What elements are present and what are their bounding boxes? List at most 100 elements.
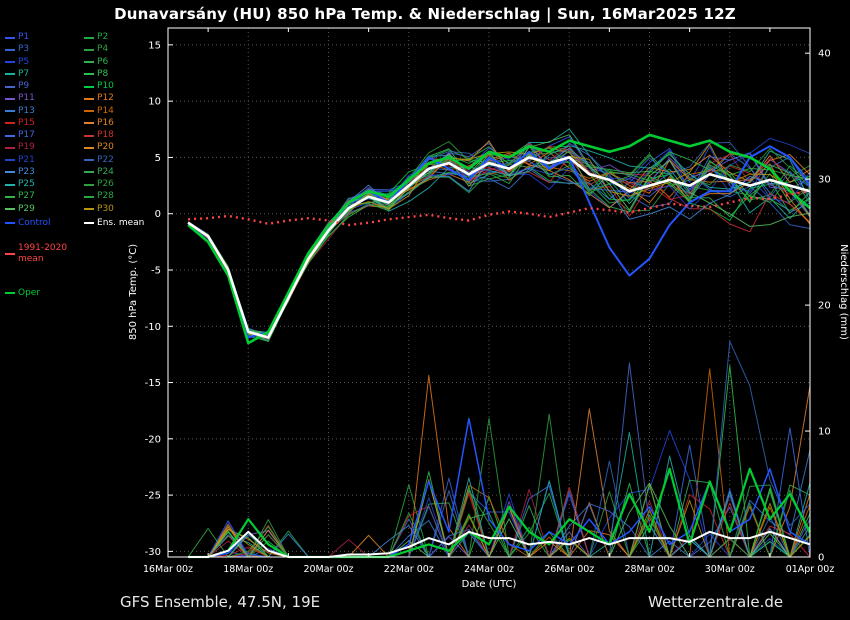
legend-item-P12: P12 bbox=[84, 93, 157, 104]
legend-swatch-icon bbox=[5, 85, 15, 88]
legend-swatch-icon bbox=[5, 122, 15, 125]
axes: 15 10 5 0 -5 -10 -15 -20 -25 -30 40 30 20 10 0 16Mar 00… bbox=[128, 27, 849, 590]
legend-members: P1 P2 P3 P4 P5 P6 P7 P8 P9 P10 P11 P12 P13 P14 P15 P16 P… bbox=[5, 32, 157, 215]
svg-text:-30: -30 bbox=[145, 547, 161, 558]
legend-item-label: P14 bbox=[97, 105, 114, 116]
svg-text:850 hPa Temp. (°C): 850 hPa Temp. (°C) bbox=[128, 244, 139, 340]
model-info: GFS Ensemble, 47.5N, 19E bbox=[120, 593, 321, 611]
legend-item-Control: Control bbox=[5, 218, 84, 229]
legend-item-P30: P30 bbox=[84, 204, 157, 215]
legend-item-P5: P5 bbox=[5, 57, 84, 68]
svg-text:5: 5 bbox=[155, 153, 161, 164]
svg-text:0: 0 bbox=[818, 553, 824, 564]
legend-item-label: P25 bbox=[18, 179, 35, 189]
legend-item-label: P15 bbox=[18, 117, 35, 128]
legend-swatch-icon bbox=[5, 36, 15, 39]
legend-item-P1: P1 bbox=[5, 32, 84, 43]
legend-item-P18: P18 bbox=[84, 130, 157, 141]
svg-text:26Mar 00z: 26Mar 00z bbox=[544, 564, 594, 575]
chart-title: Dunavarsány (HU) 850 hPa Temp. & Nieders… bbox=[114, 5, 736, 23]
legend-item-label: P8 bbox=[97, 68, 109, 79]
legend-item-P27: P27 bbox=[5, 191, 84, 202]
legend-swatch-icon bbox=[5, 159, 15, 162]
legend-swatch-icon bbox=[84, 73, 95, 76]
legend-item-label: P10 bbox=[97, 81, 114, 91]
legend-item-label: P18 bbox=[97, 130, 114, 140]
svg-text:30: 30 bbox=[818, 175, 831, 186]
legend-swatch-icon bbox=[84, 48, 95, 51]
legend-item-label: Oper bbox=[18, 287, 41, 298]
svg-text:16Mar 00z: 16Mar 00z bbox=[143, 564, 193, 575]
legend-item-P7: P7 bbox=[5, 69, 84, 80]
legend-item-label: P11 bbox=[18, 93, 35, 104]
svg-text:10: 10 bbox=[148, 97, 161, 108]
legend-swatch-icon bbox=[5, 73, 15, 76]
legend-item-P11: P11 bbox=[5, 93, 84, 104]
legend-swatch-icon bbox=[5, 97, 15, 100]
legend-swatch-icon bbox=[84, 146, 95, 149]
legend-item-P28: P28 bbox=[84, 191, 157, 202]
svg-text:-25: -25 bbox=[145, 491, 161, 502]
legend-item-P21: P21 bbox=[5, 155, 84, 166]
svg-text:-20: -20 bbox=[145, 434, 161, 445]
legend-swatch-icon bbox=[84, 97, 95, 100]
legend-item-label: 1991-2020 mean bbox=[18, 243, 68, 265]
legend-item-P9: P9 bbox=[5, 81, 84, 92]
legend-item-label: P1 bbox=[18, 32, 30, 42]
legend-item-label: P24 bbox=[97, 166, 114, 177]
series bbox=[187, 128, 811, 559]
legend-item-label: P21 bbox=[18, 154, 35, 165]
legend-item-P23: P23 bbox=[5, 167, 84, 178]
legend-item-label: Control bbox=[18, 217, 51, 228]
legend-item-P24: P24 bbox=[84, 167, 157, 178]
svg-text:30Mar 00z: 30Mar 00z bbox=[705, 564, 755, 575]
brand: Wetterzentrale.de bbox=[648, 593, 784, 611]
legend-item-label: P16 bbox=[97, 117, 114, 128]
legend-item-P10: P10 bbox=[84, 81, 157, 92]
legend-item-P4: P4 bbox=[84, 44, 157, 55]
legend-swatch-icon bbox=[5, 146, 15, 149]
legend-swatch-icon bbox=[5, 292, 15, 295]
legend-item-P29: P29 bbox=[5, 204, 84, 215]
svg-text:Date (UTC): Date (UTC) bbox=[462, 579, 517, 590]
svg-text:22Mar 00z: 22Mar 00z bbox=[384, 564, 434, 575]
svg-text:40: 40 bbox=[818, 49, 831, 60]
legend-item-label: P13 bbox=[18, 105, 35, 116]
legend-item-label: Ens. mean bbox=[97, 217, 145, 228]
legend-swatch-icon bbox=[5, 48, 15, 51]
legend-swatch-icon bbox=[84, 134, 95, 137]
legend-item-P26: P26 bbox=[84, 179, 157, 190]
legend-item-P22: P22 bbox=[84, 155, 157, 166]
legend-item-label: P23 bbox=[18, 166, 35, 177]
svg-text:28Mar 00z: 28Mar 00z bbox=[624, 564, 674, 575]
legend-swatch-icon bbox=[5, 195, 15, 198]
svg-text:24Mar 00z: 24Mar 00z bbox=[464, 564, 514, 575]
legend-item-1991-2020-mean: 1991-2020 mean bbox=[5, 243, 157, 266]
legend-item-P17: P17 bbox=[5, 130, 84, 141]
legend-swatch-icon bbox=[5, 171, 15, 174]
legend-swatch-icon bbox=[84, 222, 95, 225]
legend-item-label: P7 bbox=[18, 68, 30, 79]
legend-swatch-icon bbox=[5, 208, 15, 211]
legend-swatch-icon bbox=[84, 171, 95, 174]
legend-swatch-icon bbox=[84, 61, 95, 64]
legend-item-P2: P2 bbox=[84, 32, 157, 43]
legend-mean-row: Control Ens. mean bbox=[5, 218, 157, 229]
svg-text:15: 15 bbox=[148, 40, 161, 51]
legend-swatch-icon bbox=[84, 159, 95, 162]
legend-item-P6: P6 bbox=[84, 57, 157, 68]
legend-swatch-icon bbox=[5, 222, 15, 225]
legend-item-label: P30 bbox=[97, 203, 114, 214]
legend-item-label: P12 bbox=[97, 93, 114, 104]
legend-item-label: P19 bbox=[18, 142, 35, 153]
legend-item-label: P9 bbox=[18, 81, 30, 91]
legend-swatch-icon bbox=[84, 110, 95, 113]
legend-item-Oper: Oper bbox=[5, 288, 157, 299]
legend-item-P19: P19 bbox=[5, 142, 84, 153]
svg-text:01Apr 00z: 01Apr 00z bbox=[786, 564, 835, 575]
svg-text:10: 10 bbox=[818, 427, 831, 438]
legend-item-label: P6 bbox=[97, 56, 109, 67]
legend-item-P14: P14 bbox=[84, 106, 157, 117]
legend-item-P3: P3 bbox=[5, 44, 84, 55]
legend-item-label: P22 bbox=[97, 154, 114, 165]
